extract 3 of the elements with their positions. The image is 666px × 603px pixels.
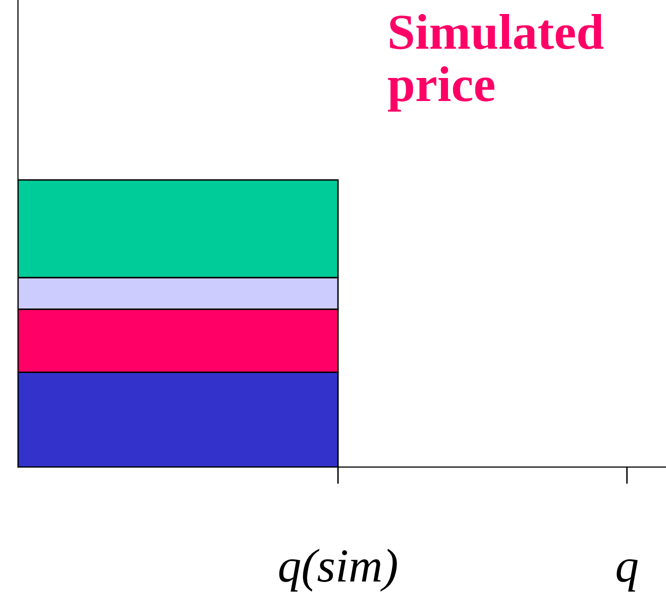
text: q [616,559,638,592]
text: Simulated price [388,14,604,112]
text: q(sim) [279,548,397,592]
